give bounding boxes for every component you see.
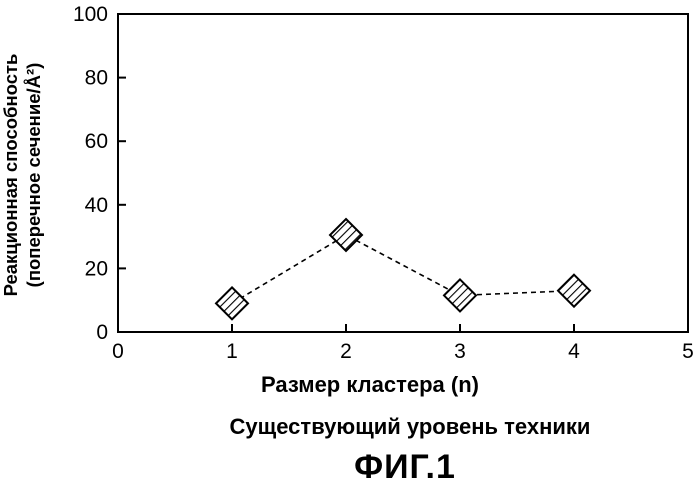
- data-point-marker: [330, 219, 362, 251]
- plot-frame: [118, 14, 688, 332]
- y-axis-label-line2: (поперечное сечение/Å²): [23, 63, 44, 288]
- y-tick-label: 20: [85, 257, 108, 280]
- x-tick-label: 3: [454, 340, 466, 363]
- x-axis-ticks: 0 1 2 3 4 5: [112, 324, 694, 363]
- y-axis-label-line1: Реакционная способность: [0, 54, 21, 297]
- y-tick-label: 80: [85, 67, 108, 90]
- x-tick-label: 1: [226, 340, 238, 363]
- x-tick-label: 2: [340, 340, 352, 363]
- y-tick-label: 100: [73, 3, 108, 26]
- figure-caption: Существующий уровень техники: [60, 414, 700, 440]
- x-tick-label: 0: [112, 340, 124, 363]
- series-line: [232, 235, 574, 303]
- series-markers: [216, 219, 590, 319]
- figure-number: ФИГ.1: [55, 448, 700, 487]
- plot-axes: [118, 14, 688, 332]
- x-axis-label: Размер кластера (n): [261, 372, 479, 397]
- series-line-path: [232, 235, 574, 303]
- data-point-marker: [558, 275, 590, 307]
- y-tick-label: 60: [85, 130, 108, 153]
- x-tick-label: 4: [568, 340, 580, 363]
- x-tick-label: 5: [682, 340, 694, 363]
- data-point-marker: [216, 287, 248, 319]
- data-point-marker: [444, 279, 476, 311]
- y-tick-label: 40: [85, 194, 108, 217]
- y-tick-label: 0: [96, 321, 108, 344]
- y-axis-label: Реакционная способность (поперечное сече…: [0, 54, 44, 297]
